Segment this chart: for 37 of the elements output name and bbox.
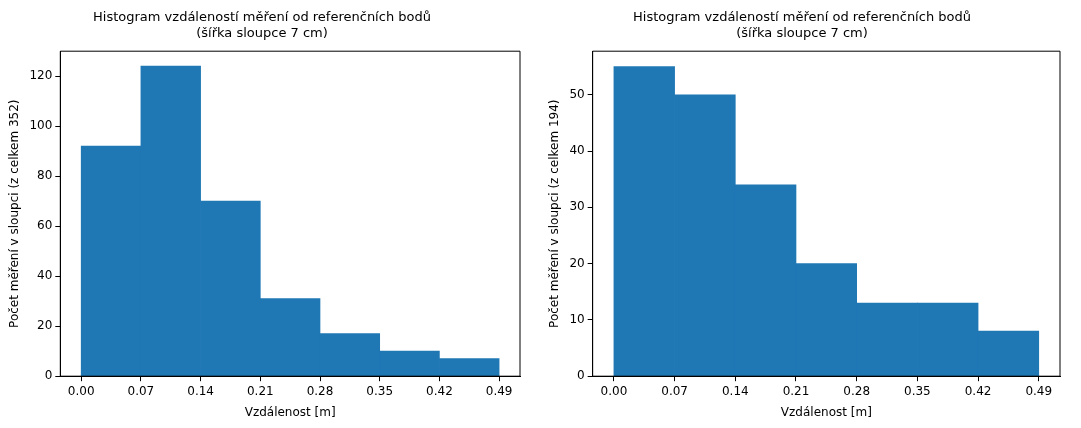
chart-title: Histogram vzdáleností měření od referenčních bodů xyxy=(93,9,431,25)
y-axis-title: Počet měření v sloupci (z celkem 352) xyxy=(7,99,22,328)
x-tick-label: 0.35 xyxy=(904,383,931,398)
y-tick-label: 10 xyxy=(569,312,585,327)
x-tick-label: 0.21 xyxy=(246,383,274,398)
x-tick-label: 0.49 xyxy=(485,383,513,398)
x-tick-label: 0.14 xyxy=(721,383,749,398)
y-tick-label: 40 xyxy=(569,143,585,158)
x-tick-label: 0.28 xyxy=(306,383,334,398)
x-tick-label: 0.14 xyxy=(187,383,214,398)
chart-title: Histogram vzdáleností měření od referenčních bodů xyxy=(633,9,971,25)
y-tick-label: 30 xyxy=(569,199,585,214)
y-tick-label: 100 xyxy=(29,118,53,133)
x-tick-label: 0.35 xyxy=(366,383,394,398)
x-tick-label: 0.49 xyxy=(1025,383,1053,398)
y-tick-label: 40 xyxy=(37,268,53,283)
chart-subtitle: (šířka sloupce 7 cm) xyxy=(736,24,868,40)
x-tick-label: 0.07 xyxy=(661,383,688,398)
x-axis-title: Vzdálenost [m] xyxy=(780,404,872,419)
y-tick-label: 20 xyxy=(37,318,53,333)
y-tick-label: 120 xyxy=(29,68,53,83)
y-tick-label: 60 xyxy=(37,218,53,233)
x-tick-label: 0.28 xyxy=(843,383,871,398)
y-tick-label: 20 xyxy=(569,255,585,270)
y-axis-title: Počet měření v sloupci (z celkem 194) xyxy=(547,99,562,328)
y-tick-label: 80 xyxy=(37,168,53,183)
x-tick-label: 0.00 xyxy=(67,383,95,398)
x-tick-label: 0.21 xyxy=(782,383,810,398)
x-tick-label: 0.00 xyxy=(600,383,628,398)
y-tick-label: 50 xyxy=(569,86,585,101)
chart-subtitle: (šířka sloupce 7 cm) xyxy=(196,24,328,40)
x-tick-label: 0.42 xyxy=(426,383,453,398)
y-tick-label: 0 xyxy=(44,368,53,383)
x-tick-label: 0.07 xyxy=(127,383,155,398)
x-axis-title: Vzdálenost [m] xyxy=(244,404,336,419)
x-tick-label: 0.42 xyxy=(964,383,992,398)
y-tick-label: 0 xyxy=(577,368,585,383)
